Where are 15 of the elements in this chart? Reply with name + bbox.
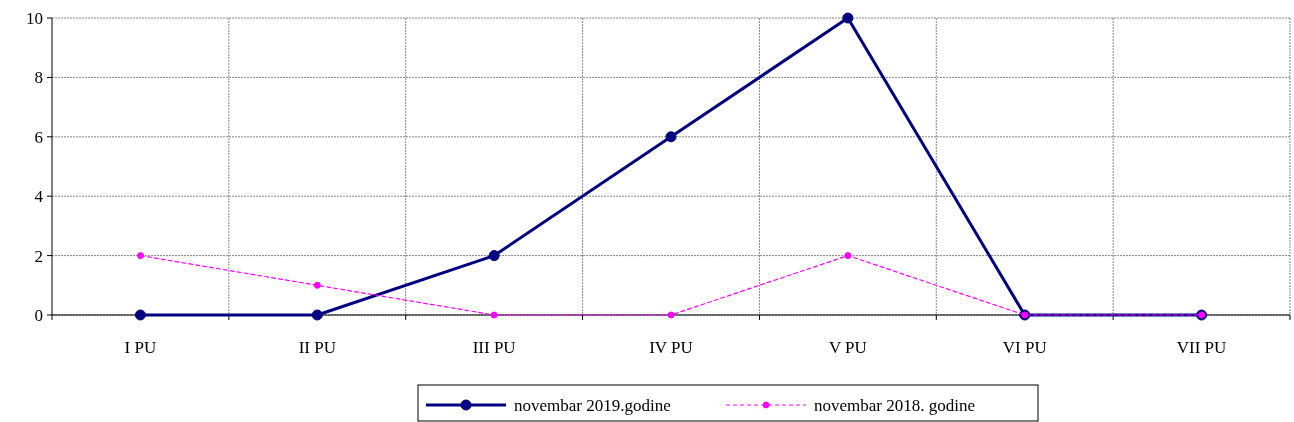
y-tick-label: 4	[34, 187, 44, 207]
y-tick-label: 0	[34, 305, 43, 325]
x-tick-label: VII PU	[1176, 338, 1227, 357]
x-tick-label: VI PU	[1002, 338, 1047, 357]
x-tick-label: II PU	[298, 338, 336, 357]
legend-label: novembar 2018. godine	[814, 395, 975, 415]
y-tick-label: 2	[34, 246, 43, 266]
x-tick-label: I PU	[124, 338, 157, 357]
y-tick-label: 8	[34, 68, 43, 88]
legend-label: novembar 2019.godine	[514, 395, 671, 415]
y-tick-label: 6	[34, 127, 43, 147]
y-tick-label: 10	[26, 8, 43, 28]
x-tick-label: III PU	[472, 338, 516, 357]
x-tick-label: IV PU	[649, 338, 693, 357]
x-tick-label: V PU	[828, 338, 867, 357]
